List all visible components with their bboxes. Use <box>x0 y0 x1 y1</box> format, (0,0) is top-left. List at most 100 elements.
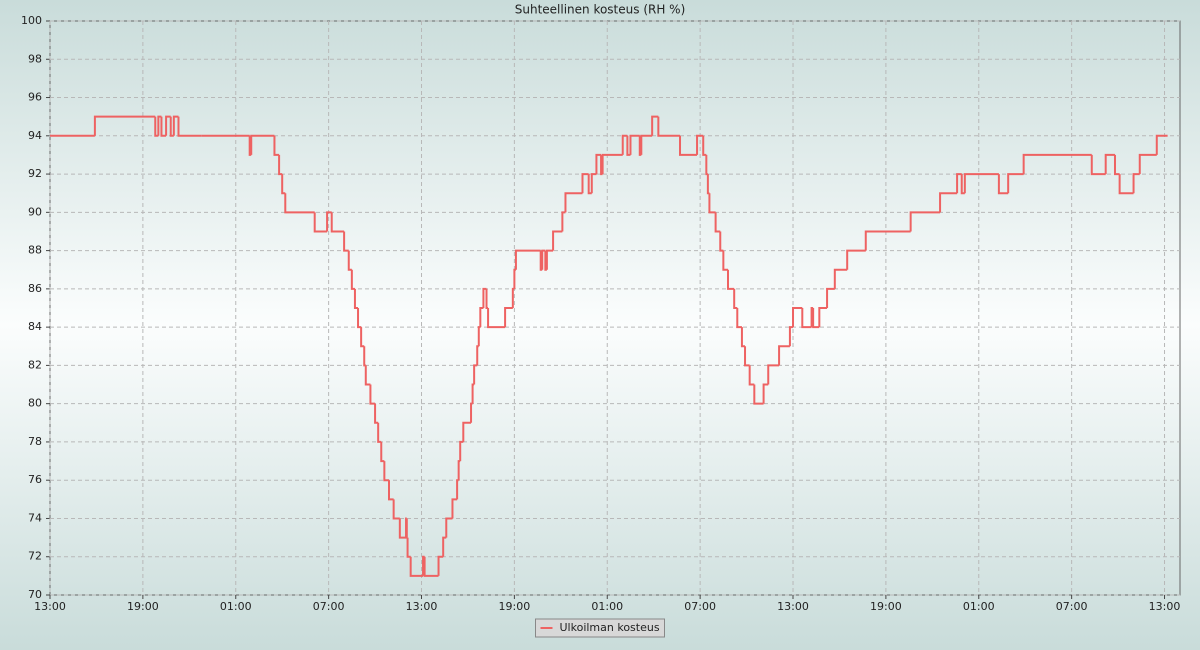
x-tick-label: 13:00 <box>406 600 438 613</box>
step-segment <box>778 345 790 366</box>
step-segment <box>702 135 707 156</box>
y-tick-label: 70 <box>28 588 42 601</box>
step-segment <box>405 518 408 539</box>
chart-title: Suhteellinen kosteus (RH %) <box>515 3 686 17</box>
step-segment <box>451 498 458 519</box>
y-tick-label: 78 <box>28 435 42 448</box>
y-tick-label: 100 <box>21 14 42 27</box>
step-segment <box>350 269 355 290</box>
step-segment <box>740 327 746 348</box>
step-segment <box>476 345 479 366</box>
x-tick-label: 01:00 <box>963 600 995 613</box>
step-segment <box>587 174 592 195</box>
step-segment <box>600 154 603 176</box>
step-segment <box>590 173 597 194</box>
step-segment <box>172 115 179 136</box>
legend-box <box>535 618 665 638</box>
step-segment <box>250 134 275 155</box>
step-segment <box>1007 173 1024 194</box>
step-segment <box>960 174 965 195</box>
step-segment <box>380 441 385 463</box>
step-segment <box>165 115 171 136</box>
step-segment <box>343 231 349 252</box>
step-segment <box>651 115 659 136</box>
step-segment <box>284 193 315 214</box>
step-segment <box>442 536 447 557</box>
step-segment <box>748 365 755 386</box>
y-tick-label: 80 <box>28 397 42 410</box>
step-segment <box>788 326 794 347</box>
step-segment <box>273 135 280 156</box>
step-segment <box>909 211 941 232</box>
step-segment <box>601 153 623 175</box>
step-segment <box>437 555 444 576</box>
step-segment <box>714 212 721 233</box>
y-tick-label: 76 <box>28 473 42 486</box>
step-segment <box>347 250 352 271</box>
step-segment <box>767 364 780 385</box>
step-segment <box>833 268 848 289</box>
step-segment <box>1090 154 1106 176</box>
step-segment <box>169 116 174 137</box>
step-segment <box>473 364 478 385</box>
step-segment <box>561 211 566 232</box>
step-segment <box>470 402 473 423</box>
step-segment <box>1132 173 1140 194</box>
step-segment <box>801 308 812 329</box>
y-tick-label: 82 <box>28 358 42 371</box>
legend: Ulkoilman kosteus <box>535 618 665 638</box>
step-segment <box>383 461 389 482</box>
step-segment <box>640 134 653 155</box>
step-segment <box>762 383 769 404</box>
step-segment <box>727 269 735 290</box>
step-segment <box>1022 153 1092 175</box>
step-segment <box>581 173 589 194</box>
step-segment <box>1138 153 1157 175</box>
x-tick-label: 19:00 <box>870 600 902 613</box>
step-segment <box>846 249 866 270</box>
x-tick-label: 01:00 <box>220 600 252 613</box>
step-segment <box>545 249 554 270</box>
step-segment <box>753 384 764 405</box>
step-segment <box>93 115 156 136</box>
step-segment <box>313 212 328 233</box>
y-tick-label: 84 <box>28 320 42 333</box>
x-tick-label: 19:00 <box>127 600 159 613</box>
y-tick-label: 86 <box>28 282 42 295</box>
step-segment <box>679 135 698 156</box>
step-segment <box>744 346 750 367</box>
step-segment <box>719 231 724 252</box>
step-segment <box>564 192 583 213</box>
step-segment <box>812 308 820 329</box>
x-tick-label: 07:00 <box>1056 600 1088 613</box>
step-segment <box>939 192 958 213</box>
step-segment <box>826 287 835 308</box>
x-tick-label: 13:00 <box>1149 600 1181 613</box>
step-segment <box>514 249 541 270</box>
step-segment <box>409 556 424 577</box>
step-segment <box>626 135 631 156</box>
legend-label: Ulkoilman kosteus <box>560 621 660 634</box>
x-tick-label: 13:00 <box>34 600 66 613</box>
step-segment <box>792 307 803 328</box>
y-tick-label: 90 <box>28 205 42 218</box>
step-segment <box>818 307 828 328</box>
step-segment <box>736 308 742 329</box>
step-segment <box>657 116 681 137</box>
y-tick-label: 74 <box>28 511 42 524</box>
x-tick-label: 07:00 <box>684 600 716 613</box>
step-segment <box>281 174 286 195</box>
step-segment <box>157 115 162 136</box>
step-segment <box>357 308 362 329</box>
y-tick-label: 94 <box>28 129 42 142</box>
step-segment <box>621 134 628 155</box>
step-segment <box>177 116 202 137</box>
step-segment <box>722 250 728 271</box>
step-segment <box>629 134 640 155</box>
step-segment <box>423 556 439 577</box>
x-tick-label: 13:00 <box>777 600 809 613</box>
step-segment <box>696 134 704 155</box>
step-segment <box>504 307 513 328</box>
y-tick-label: 98 <box>28 52 42 65</box>
